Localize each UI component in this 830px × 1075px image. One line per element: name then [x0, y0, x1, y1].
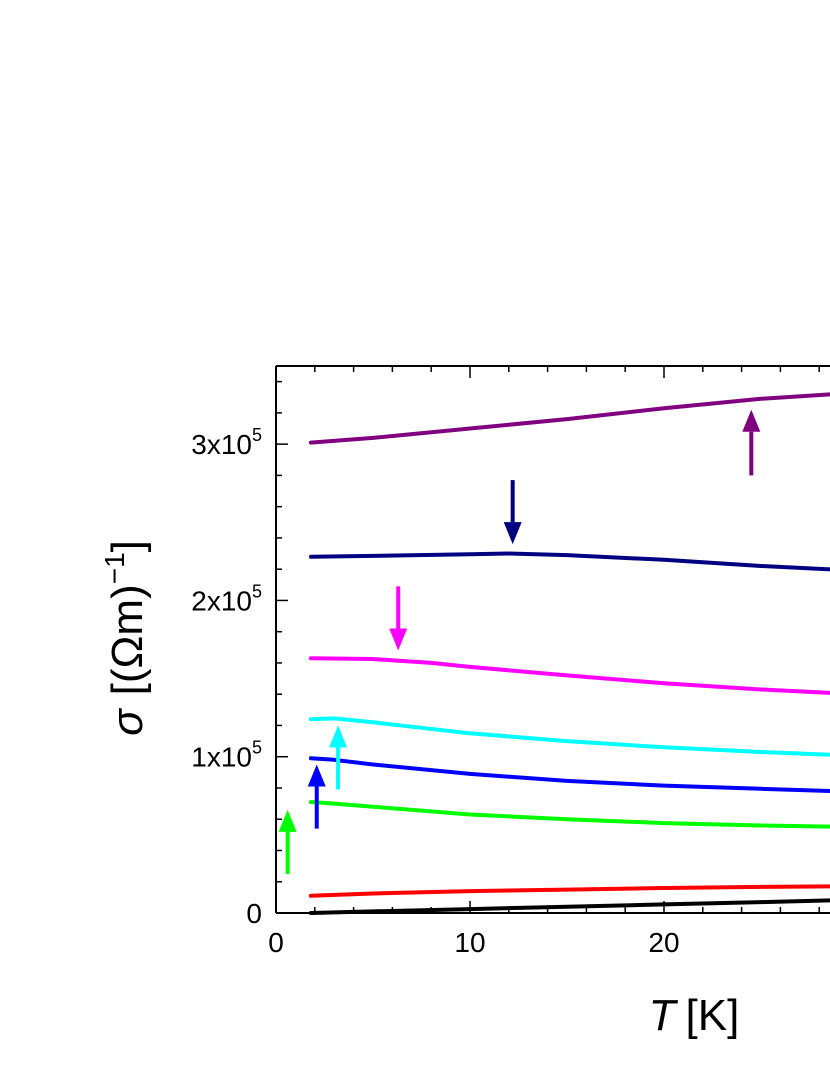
y-tick-label-exponent: 5 [252, 425, 262, 445]
tick-label-layer: 01020304001x1052x1053x105 [191, 425, 679, 958]
transition-arrow-head [389, 628, 408, 651]
transition-arrow-head [307, 764, 326, 787]
arrow-layer [278, 409, 761, 874]
y-axis-unit-exponent: −1 [99, 552, 130, 584]
y-axis-title: σ [(Ωm)−1] [99, 540, 152, 736]
transition-arrow-3 [389, 586, 408, 651]
x-axis-symbol: T [649, 991, 679, 1040]
y-tick-label: 1x105 [191, 738, 262, 773]
transition-arrow-4 [329, 725, 348, 790]
series-line-5 [308, 756, 830, 794]
x-axis-title: T [K] [649, 991, 740, 1040]
y-axis-symbol: σ [103, 708, 152, 736]
y-tick-label-exponent: 5 [252, 581, 262, 601]
transition-arrow-2 [503, 480, 522, 545]
transition-arrow-head [742, 409, 761, 432]
series-line-3 [308, 656, 830, 695]
x-tick-label: 10 [454, 927, 485, 958]
transition-arrow-head [503, 522, 522, 545]
transition-arrow-1 [742, 409, 761, 476]
x-axis-unit: [K] [686, 991, 740, 1040]
transition-arrow-5 [307, 764, 326, 829]
y-tick-label-exponent: 5 [252, 738, 262, 758]
y-tick-label: 2x105 [191, 581, 262, 616]
series-line-1 [308, 392, 830, 445]
y-tick-label: 0 [246, 898, 262, 929]
tick-layer [275, 366, 820, 914]
series-line-2 [308, 551, 830, 572]
y-axis-unit: [(Ωm) [103, 584, 152, 695]
series-line-8 [308, 898, 830, 915]
y-tick-label-base: 1x10 [191, 742, 252, 773]
y-tick-label-base: 3x10 [191, 429, 252, 460]
y-tick-label: 3x105 [191, 425, 262, 460]
transition-arrow-head [278, 809, 297, 832]
series-line-4 [308, 716, 830, 757]
y-tick-label-base: 2x10 [191, 585, 252, 616]
series-line-7 [308, 884, 830, 898]
x-tick-label: 20 [648, 927, 679, 958]
transition-arrow-6 [278, 809, 297, 874]
y-tick-label-base: 0 [246, 898, 262, 929]
transition-arrow-head [329, 725, 348, 748]
series-line-6 [308, 800, 830, 829]
y-axis-unit-end: ] [103, 540, 152, 552]
x-tick-label: 0 [268, 927, 284, 958]
